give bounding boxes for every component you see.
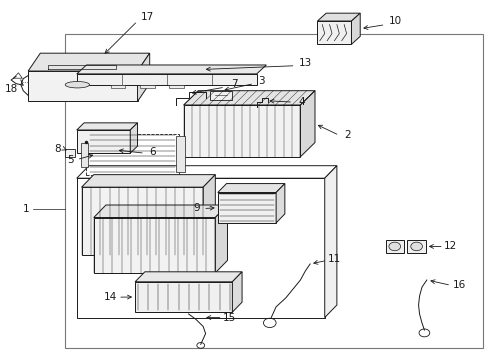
Text: 11: 11 bbox=[327, 254, 340, 264]
Text: 16: 16 bbox=[452, 280, 465, 291]
Polygon shape bbox=[28, 53, 149, 71]
Polygon shape bbox=[183, 91, 314, 105]
Circle shape bbox=[388, 242, 400, 251]
Bar bbox=[81, 143, 88, 167]
Text: 4: 4 bbox=[298, 97, 304, 107]
Polygon shape bbox=[215, 205, 227, 273]
Polygon shape bbox=[77, 123, 137, 130]
Ellipse shape bbox=[65, 81, 89, 88]
Polygon shape bbox=[94, 217, 215, 273]
Text: 7: 7 bbox=[231, 79, 238, 89]
Text: 6: 6 bbox=[148, 147, 155, 157]
Bar bbox=[111, 85, 125, 88]
Text: 10: 10 bbox=[388, 16, 401, 26]
Polygon shape bbox=[28, 71, 137, 102]
Bar bbox=[64, 149, 75, 157]
Polygon shape bbox=[81, 175, 215, 187]
Circle shape bbox=[410, 242, 422, 251]
Bar bbox=[169, 85, 183, 88]
Polygon shape bbox=[217, 193, 276, 223]
Polygon shape bbox=[324, 166, 336, 318]
Text: 15: 15 bbox=[222, 312, 235, 323]
Polygon shape bbox=[77, 130, 130, 153]
Polygon shape bbox=[203, 175, 215, 255]
Polygon shape bbox=[300, 91, 314, 157]
Polygon shape bbox=[232, 272, 242, 312]
Polygon shape bbox=[351, 13, 360, 44]
Polygon shape bbox=[135, 282, 232, 312]
Polygon shape bbox=[81, 187, 203, 255]
Text: 3: 3 bbox=[258, 76, 264, 86]
Polygon shape bbox=[77, 65, 266, 74]
Polygon shape bbox=[183, 105, 300, 157]
Polygon shape bbox=[217, 184, 285, 193]
Bar bbox=[86, 134, 179, 175]
Polygon shape bbox=[137, 53, 149, 102]
Polygon shape bbox=[317, 13, 360, 21]
Polygon shape bbox=[135, 272, 242, 282]
Polygon shape bbox=[276, 184, 285, 223]
Bar bbox=[64, 33, 482, 348]
Text: 18: 18 bbox=[4, 84, 18, 94]
Text: 9: 9 bbox=[193, 203, 200, 213]
Bar bbox=[407, 240, 425, 253]
Text: 12: 12 bbox=[443, 242, 456, 251]
Polygon shape bbox=[94, 205, 227, 217]
Bar bbox=[385, 240, 403, 253]
Text: 5: 5 bbox=[67, 155, 74, 165]
Polygon shape bbox=[130, 123, 137, 153]
Text: 2: 2 bbox=[344, 130, 350, 140]
Text: 13: 13 bbox=[298, 58, 311, 68]
Bar bbox=[176, 136, 185, 172]
Text: 17: 17 bbox=[141, 13, 154, 22]
Bar bbox=[210, 91, 232, 100]
Text: 8: 8 bbox=[54, 144, 61, 154]
Text: 1: 1 bbox=[22, 203, 29, 213]
Polygon shape bbox=[77, 74, 256, 85]
Polygon shape bbox=[317, 21, 351, 44]
Bar bbox=[140, 85, 154, 88]
Text: 14: 14 bbox=[104, 292, 117, 302]
